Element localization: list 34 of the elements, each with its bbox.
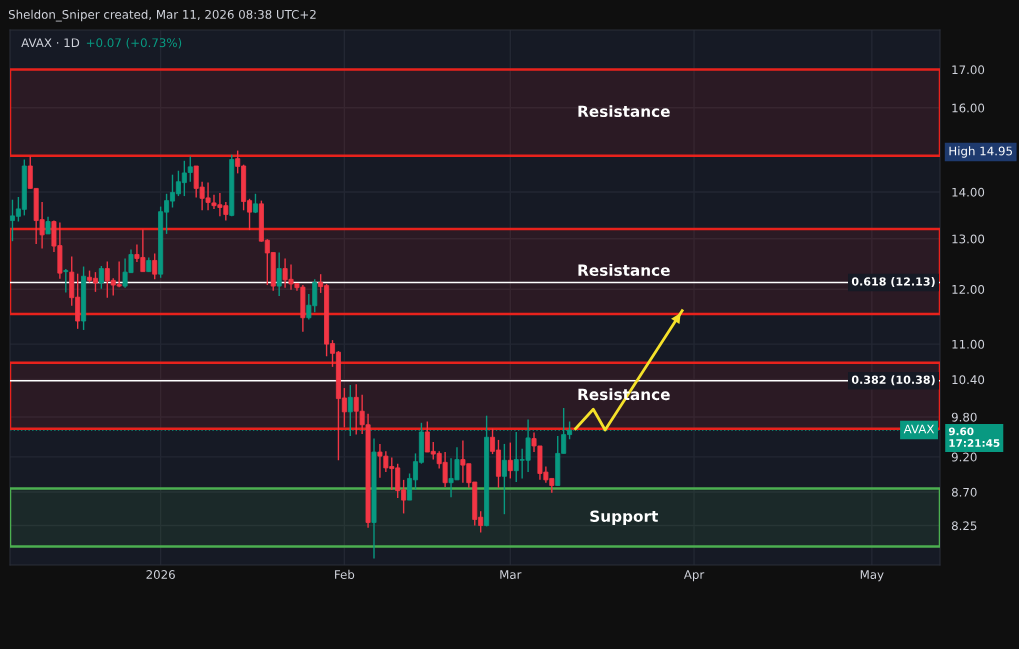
text: +0.07 (+0.73%) [86, 38, 182, 49]
y-tick-label: 16.00 [952, 103, 985, 113]
ref-line-label: 9.60 17:21:45 [948, 427, 1000, 447]
annotation: AVAX [903, 424, 935, 434]
y-tick-label: 10.40 [952, 375, 985, 385]
x-tick-label: Apr [683, 570, 705, 582]
text: High 14.95 [949, 146, 1012, 158]
x-tick-label: Mar [500, 570, 522, 579]
text: AVAX · 1D [21, 38, 80, 47]
line-series [574, 309, 684, 432]
ref-line-label: 0.618 (12.13) [851, 277, 935, 287]
candlestick [63, 268, 69, 294]
band-label: Resistance [578, 264, 670, 276]
candlestick [501, 443, 507, 515]
text: Sheldon_Sniper created, Mar 11, 2026 08:38 UTC+2 [8, 9, 316, 22]
candlestick [276, 251, 282, 297]
y-tick-label: 11.00 [952, 339, 985, 349]
y-tick-label: 8.25 [951, 521, 977, 531]
band-label: Support [590, 510, 658, 525]
y-tick-label: 13.00 [952, 234, 985, 244]
y-tick-label: 9.80 [951, 412, 977, 422]
candlestick [98, 265, 104, 290]
ref-line-label: 0.382 (10.38) [851, 375, 935, 386]
candlestick [152, 252, 158, 281]
x-tick-label: May [860, 570, 884, 582]
x-tick-label: 2026 [146, 570, 175, 579]
y-tick-label: 14.00 [952, 187, 985, 197]
y-tick-label: 17.00 [952, 65, 985, 75]
candlestick [507, 441, 513, 480]
y-tick-label: 12.00 [952, 284, 985, 294]
band-label: Resistance [578, 105, 670, 118]
y-tick-label: 8.70 [951, 487, 977, 497]
y-tick-label: 9.20 [951, 452, 977, 462]
x-tick-label: Feb [335, 569, 355, 579]
